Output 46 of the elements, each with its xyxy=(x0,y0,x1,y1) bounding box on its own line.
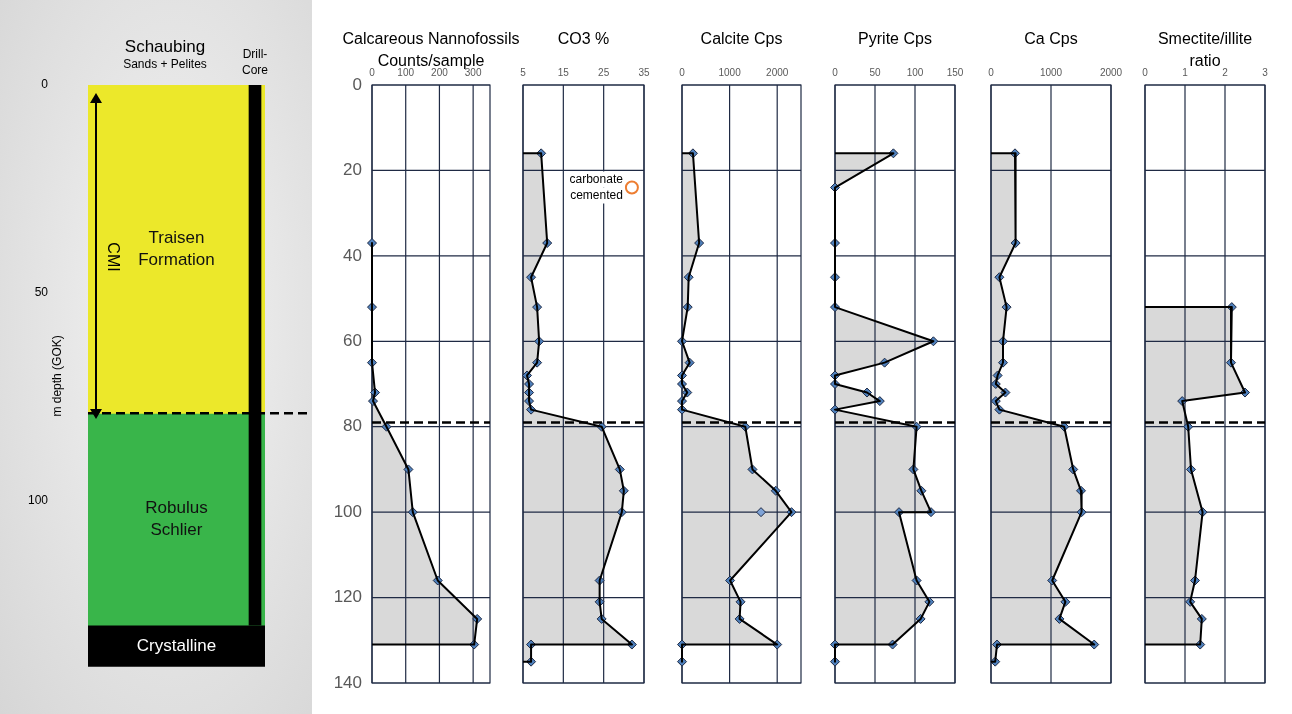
x-tick-label: 2000 xyxy=(766,66,789,78)
chart-subtitle: Sands + Pelites xyxy=(122,56,208,72)
chart-title: Calcareous Nannofossils Counts/sample xyxy=(342,30,520,69)
chart-title: Schaubing xyxy=(123,36,207,58)
x-tick-label: 150 xyxy=(946,66,964,78)
annotation: CMI xyxy=(104,241,123,274)
y-tick-label: 120 xyxy=(333,587,362,607)
chart-title: CO3 % xyxy=(556,29,611,49)
y-tick-label: 40 xyxy=(343,245,362,265)
series-label: Crystalline xyxy=(136,635,217,655)
x-tick-label: 1000 xyxy=(718,66,742,78)
y-tick-label: 100 xyxy=(27,492,49,507)
y-tick-label: 20 xyxy=(343,160,362,180)
x-tick-label: 35 xyxy=(638,66,650,78)
y-tick-label: 100 xyxy=(333,501,362,521)
series-label: Drill-Core xyxy=(241,46,269,78)
y-tick-label: 60 xyxy=(343,330,362,350)
x-tick-label: 0 xyxy=(1142,66,1149,78)
x-tick-label: 15 xyxy=(557,66,570,78)
y-tick-label: 0 xyxy=(41,77,49,92)
x-tick-label: 0 xyxy=(988,66,995,78)
chart-title: Smectite/illite ratio xyxy=(1157,30,1253,69)
x-tick-label: 0 xyxy=(369,66,376,78)
x-tick-label: 1000 xyxy=(1039,66,1063,78)
x-tick-label: 5 xyxy=(520,66,527,78)
y-tick-label: 50 xyxy=(34,285,49,300)
x-tick-label: 100 xyxy=(906,66,924,78)
series-label: Robulus Schlier xyxy=(145,497,208,539)
chart-title: Pyrite Cps xyxy=(857,29,933,49)
x-tick-label: 0 xyxy=(679,66,686,78)
x-tick-label: 25 xyxy=(598,66,610,78)
x-tick-label: 3 xyxy=(1262,66,1269,78)
x-tick-label: 50 xyxy=(869,66,881,78)
x-tick-label: 0 xyxy=(832,66,839,78)
x-tick-label: 2000 xyxy=(1099,66,1123,78)
chart-title: Ca Cps xyxy=(1023,29,1079,49)
y-axis-title: m depth (GOK) xyxy=(50,335,65,417)
series-label: Traisen Formation xyxy=(138,227,215,269)
x-tick-label: 2 xyxy=(1222,66,1229,78)
x-tick-label: 100 xyxy=(397,66,415,78)
annotation: carbonate cemented xyxy=(569,171,624,202)
y-tick-label: 140 xyxy=(333,672,362,692)
x-tick-label: 1 xyxy=(1182,66,1189,78)
chart-title: Calcite Cps xyxy=(699,29,784,49)
x-tick-label: 200 xyxy=(431,66,449,78)
y-tick-label: 80 xyxy=(343,416,362,436)
